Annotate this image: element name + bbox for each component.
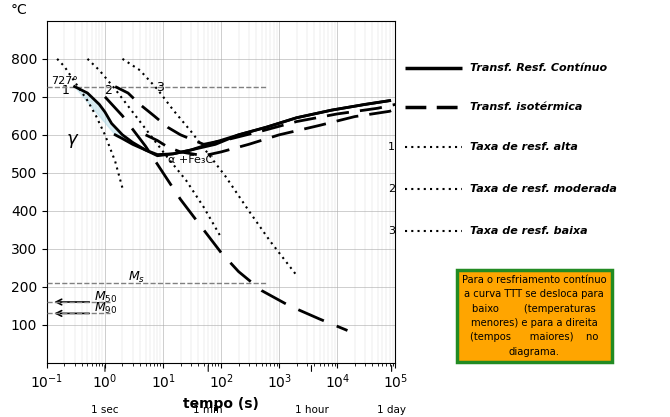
Polygon shape	[74, 87, 390, 156]
Text: 727°: 727°	[52, 76, 78, 86]
Text: $M_{90}$: $M_{90}$	[94, 301, 117, 316]
Text: Transf. Resf. Contínuo: Transf. Resf. Contínuo	[470, 63, 607, 73]
Text: 1 sec: 1 sec	[91, 404, 119, 414]
Y-axis label: °C: °C	[11, 3, 27, 18]
Text: 2: 2	[104, 84, 111, 97]
Text: γ: γ	[67, 131, 78, 148]
Text: 1 day: 1 day	[377, 404, 406, 414]
Text: Taxa de resf. moderada: Taxa de resf. moderada	[470, 184, 616, 194]
Text: 2: 2	[388, 184, 395, 194]
Text: 1: 1	[388, 142, 395, 152]
Text: α +Fe₃C: α +Fe₃C	[168, 155, 213, 165]
Text: 1 hour: 1 hour	[295, 404, 328, 414]
X-axis label: tempo (s): tempo (s)	[183, 397, 259, 411]
Text: 1: 1	[62, 84, 70, 97]
Text: $M_{50}$: $M_{50}$	[94, 289, 117, 304]
Text: 3: 3	[156, 81, 163, 94]
Text: $M_s$: $M_s$	[128, 270, 145, 285]
Text: Taxa de resf. alta: Taxa de resf. alta	[470, 142, 578, 152]
Text: Para o resfriamento contínuo
a curva TTT se desloca para
baixo        (temperatu: Para o resfriamento contínuo a curva TTT…	[462, 275, 606, 357]
Text: 3: 3	[388, 226, 395, 236]
Text: Transf. isotérmica: Transf. isotérmica	[470, 102, 582, 112]
Text: Taxa de resf. baixa: Taxa de resf. baixa	[470, 226, 588, 236]
Text: 1 min: 1 min	[194, 404, 223, 414]
